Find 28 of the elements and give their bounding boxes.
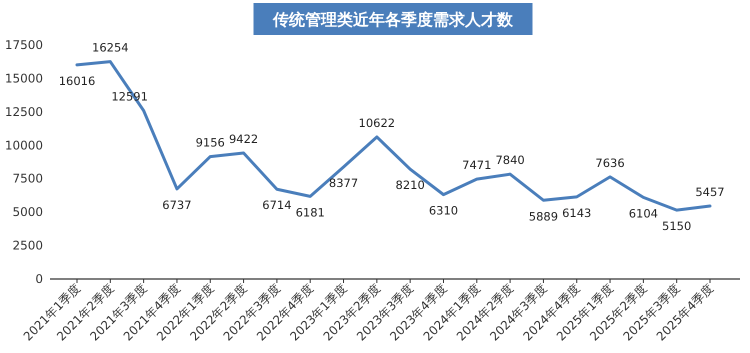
data-label: 9422 — [228, 132, 258, 146]
data-label: 5150 — [662, 219, 692, 234]
data-label: 7840 — [495, 153, 525, 168]
data-label: 16016 — [58, 74, 96, 88]
data-label: 5889 — [528, 209, 558, 224]
data-label: 10622 — [358, 116, 396, 130]
y-tick-label: 15000 — [4, 71, 43, 86]
data-label: 16254 — [92, 40, 129, 55]
y-tick-label: 0 — [35, 272, 43, 286]
data-label: 5457 — [695, 185, 725, 200]
y-tick-label: 17500 — [4, 38, 43, 52]
data-label: 6143 — [562, 206, 592, 220]
data-label: 6104 — [628, 206, 658, 220]
data-label: 9156 — [196, 136, 225, 150]
chart-title: 传统管理类近年各季度需求人才数 — [272, 10, 514, 29]
y-tick-label: 2500 — [12, 238, 43, 253]
data-label: 6181 — [296, 205, 325, 220]
y-tick-label: 12500 — [4, 104, 43, 119]
data-label: 8377 — [328, 176, 358, 190]
y-tick-label: 5000 — [12, 205, 43, 220]
data-label: 6310 — [428, 204, 458, 218]
data-label: 6737 — [162, 198, 192, 212]
y-tick-label: 10000 — [4, 138, 43, 152]
data-label: 7636 — [595, 156, 625, 170]
y-tick-label: 7500 — [12, 172, 43, 186]
data-label: 8210 — [396, 178, 425, 192]
data-label: 7471 — [462, 158, 492, 172]
data-label: 6714 — [262, 198, 292, 212]
